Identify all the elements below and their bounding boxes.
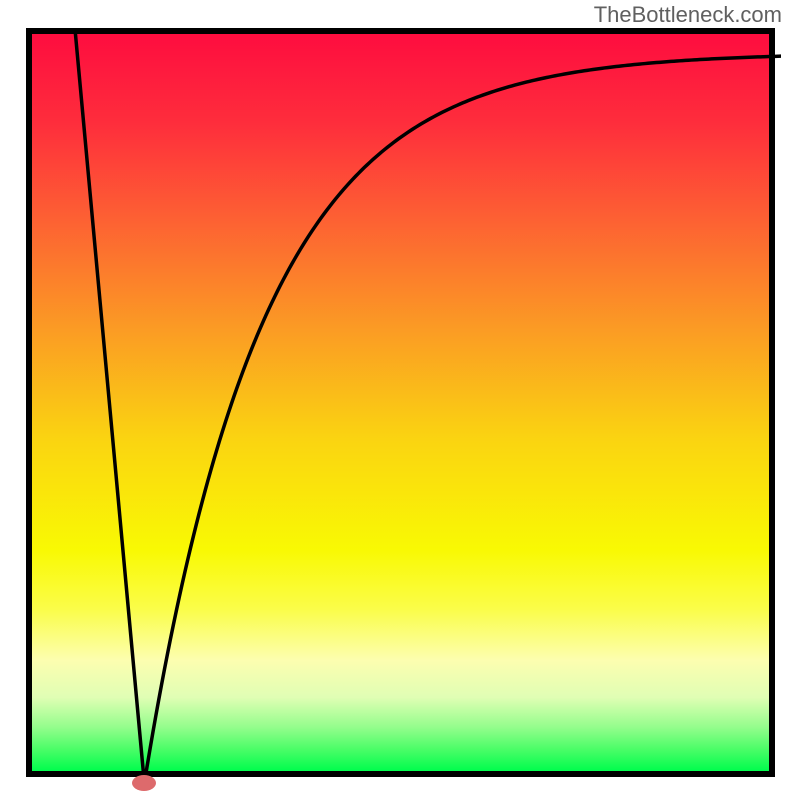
chart-container: TheBottleneck.com	[0, 0, 800, 800]
apex-marker	[132, 775, 156, 791]
bottleneck-curve	[75, 34, 781, 783]
watermark-text: TheBottleneck.com	[594, 2, 782, 28]
curve-layer	[32, 34, 781, 783]
plot-frame	[26, 28, 775, 777]
